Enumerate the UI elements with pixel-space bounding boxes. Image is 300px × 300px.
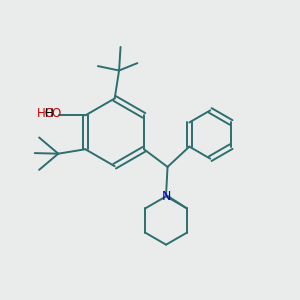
Text: N: N	[161, 190, 171, 203]
Text: O: O	[52, 106, 61, 119]
Text: H: H	[45, 106, 54, 119]
Text: HO: HO	[37, 106, 55, 119]
